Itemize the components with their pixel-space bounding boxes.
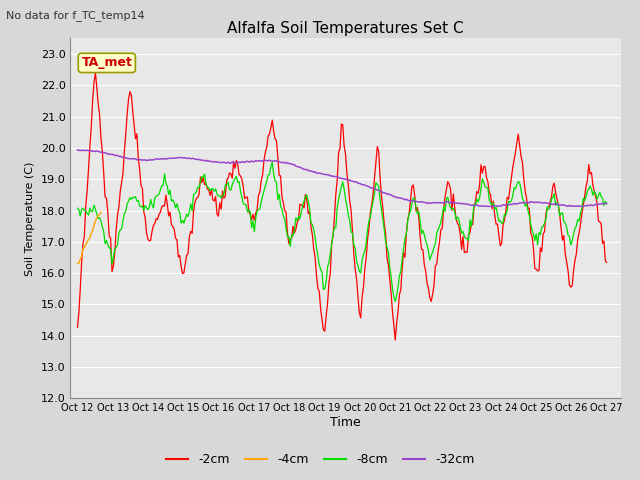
Legend: -2cm, -4cm, -8cm, -32cm: -2cm, -4cm, -8cm, -32cm: [161, 448, 479, 471]
Text: No data for f_TC_temp14: No data for f_TC_temp14: [6, 10, 145, 21]
Text: TA_met: TA_met: [81, 56, 132, 70]
X-axis label: Time: Time: [330, 416, 361, 429]
Title: Alfalfa Soil Temperatures Set C: Alfalfa Soil Temperatures Set C: [227, 21, 464, 36]
Y-axis label: Soil Temperature (C): Soil Temperature (C): [25, 161, 35, 276]
